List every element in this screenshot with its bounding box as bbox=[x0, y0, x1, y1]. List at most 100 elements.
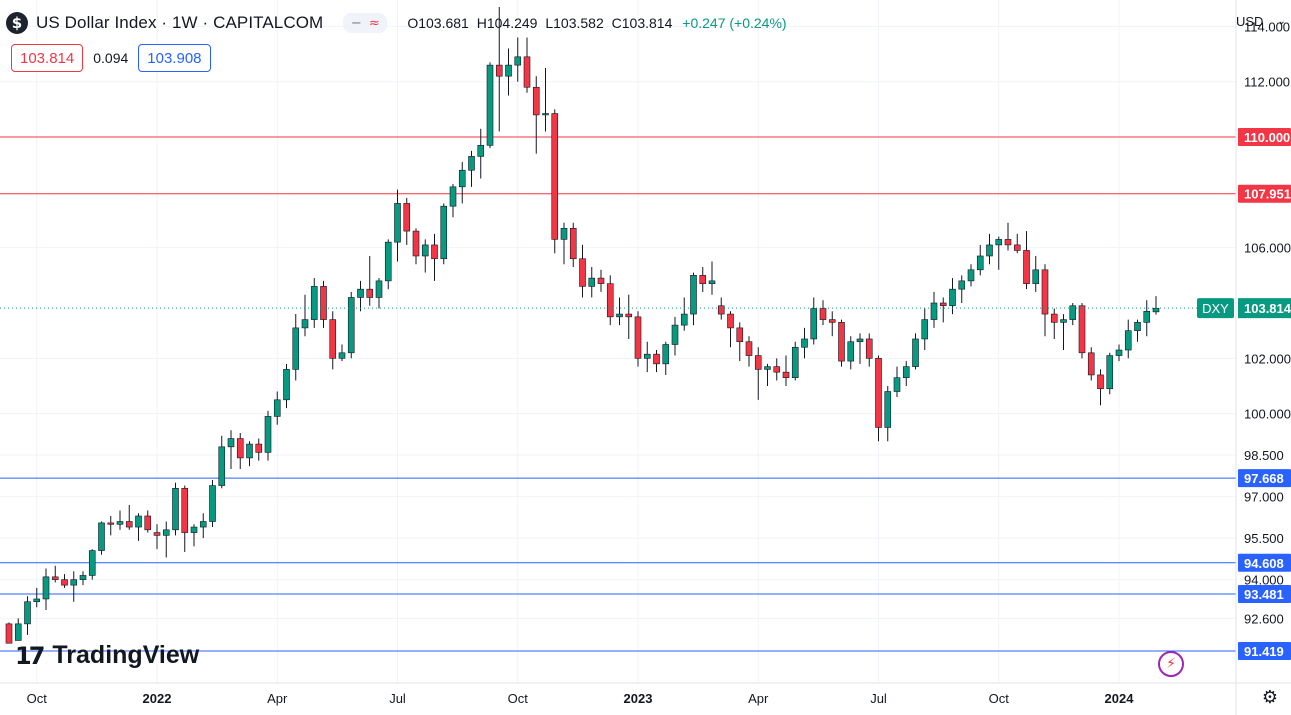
candle-body[interactable] bbox=[986, 244, 993, 257]
candle-body[interactable] bbox=[144, 515, 152, 531]
candle-body[interactable] bbox=[625, 313, 633, 318]
candle-body[interactable] bbox=[819, 308, 827, 320]
candle-body[interactable] bbox=[671, 324, 679, 345]
candle-body[interactable] bbox=[958, 280, 966, 290]
candle-body[interactable] bbox=[569, 228, 577, 260]
candle-body[interactable] bbox=[727, 313, 734, 329]
dollar-symbol-icon[interactable]: $ bbox=[6, 12, 28, 34]
candle-body[interactable] bbox=[597, 277, 605, 284]
candle-body[interactable] bbox=[505, 64, 512, 77]
candle-body[interactable] bbox=[468, 156, 475, 171]
candle-body[interactable] bbox=[699, 275, 707, 284]
horizontal-levels[interactable] bbox=[0, 136, 1236, 652]
candle-body[interactable] bbox=[199, 521, 207, 528]
candle-body[interactable] bbox=[33, 598, 41, 603]
tradingview-logo[interactable]: 17 TradingView bbox=[15, 641, 199, 670]
candle-body[interactable] bbox=[98, 522, 105, 551]
candle-body[interactable] bbox=[310, 286, 318, 320]
candle-body[interactable] bbox=[939, 302, 947, 307]
candle-body[interactable] bbox=[764, 366, 771, 370]
candle-body[interactable] bbox=[949, 288, 956, 307]
candle-body[interactable] bbox=[1041, 269, 1049, 315]
candle-body[interactable] bbox=[236, 438, 244, 459]
candle-body[interactable] bbox=[172, 488, 179, 531]
candle-body[interactable] bbox=[477, 145, 485, 157]
candle-body[interactable] bbox=[717, 305, 725, 315]
candle-body[interactable] bbox=[643, 353, 651, 359]
candle-body[interactable] bbox=[1004, 239, 1012, 246]
candle-body[interactable] bbox=[801, 338, 808, 348]
candle-body[interactable] bbox=[708, 280, 716, 284]
candle-body[interactable] bbox=[579, 258, 586, 287]
candle-body[interactable] bbox=[51, 576, 59, 580]
candle-body[interactable] bbox=[1106, 355, 1114, 390]
candle-body[interactable] bbox=[292, 327, 300, 370]
candle-body[interactable] bbox=[24, 601, 31, 625]
candle-body[interactable] bbox=[1134, 322, 1141, 331]
candle-body[interactable] bbox=[421, 244, 429, 257]
buy-price-button[interactable]: 103.908 bbox=[138, 44, 211, 72]
candle-body[interactable] bbox=[486, 64, 494, 146]
candle-body[interactable] bbox=[1115, 349, 1123, 356]
header-toggle-pill[interactable]: − ≈ bbox=[343, 13, 388, 33]
candle-body[interactable] bbox=[88, 550, 96, 576]
candle-body[interactable] bbox=[995, 239, 1003, 246]
candle-body[interactable] bbox=[347, 297, 355, 354]
candle-body[interactable] bbox=[1078, 305, 1086, 354]
time-scale[interactable]: Oct 2022 Apr Jul Oct 2023 Apr Jul Oct 2024 bbox=[27, 691, 1135, 706]
candle-body[interactable] bbox=[209, 485, 216, 522]
candle-body[interactable] bbox=[856, 338, 864, 343]
candle-body[interactable] bbox=[449, 186, 457, 207]
candle-body[interactable] bbox=[912, 338, 919, 367]
candlestick-series[interactable] bbox=[5, 7, 1160, 644]
candle-body[interactable] bbox=[181, 488, 189, 533]
candle-body[interactable] bbox=[394, 203, 401, 243]
candle-body[interactable] bbox=[338, 352, 346, 359]
sell-price-button[interactable]: 103.814 bbox=[11, 44, 84, 72]
candle-body[interactable] bbox=[329, 319, 337, 359]
candle-body[interactable] bbox=[218, 446, 226, 486]
candle-body[interactable] bbox=[255, 443, 263, 453]
candle-body[interactable] bbox=[14, 623, 22, 641]
gear-icon[interactable]: ⚙ bbox=[1261, 687, 1279, 708]
candle-body[interactable] bbox=[893, 377, 901, 392]
candle-body[interactable] bbox=[412, 230, 420, 257]
candle-body[interactable] bbox=[70, 579, 78, 586]
candle-body[interactable] bbox=[273, 399, 281, 417]
candle-body[interactable] bbox=[1050, 313, 1058, 323]
candle-body[interactable] bbox=[1087, 352, 1095, 376]
candle-body[interactable] bbox=[847, 341, 855, 362]
candle-body[interactable] bbox=[5, 623, 13, 644]
candle-body[interactable] bbox=[246, 443, 253, 459]
candle-body[interactable] bbox=[162, 529, 170, 536]
candle-body[interactable] bbox=[458, 169, 466, 188]
candle-body[interactable] bbox=[921, 319, 929, 340]
candle-body[interactable] bbox=[153, 532, 161, 536]
candle-body[interactable] bbox=[514, 56, 522, 66]
candle-body[interactable] bbox=[653, 353, 660, 365]
candle-body[interactable] bbox=[1097, 374, 1104, 390]
candle-body[interactable] bbox=[495, 64, 503, 77]
candle-body[interactable] bbox=[875, 358, 882, 428]
candle-body[interactable] bbox=[61, 579, 68, 586]
minus-icon[interactable]: − bbox=[350, 15, 362, 31]
candle-body[interactable] bbox=[1013, 244, 1021, 251]
candle-body[interactable] bbox=[560, 228, 568, 240]
candle-body[interactable] bbox=[606, 283, 614, 318]
candle-body[interactable] bbox=[616, 313, 623, 318]
candle-body[interactable] bbox=[662, 344, 670, 365]
candle-body[interactable] bbox=[1023, 250, 1030, 284]
candle-body[interactable] bbox=[227, 438, 235, 448]
candle-body[interactable] bbox=[523, 56, 531, 88]
candle-body[interactable] bbox=[1143, 310, 1151, 323]
candle-body[interactable] bbox=[366, 288, 374, 298]
candle-body[interactable] bbox=[79, 575, 87, 580]
wave-icon[interactable]: ≈ bbox=[368, 15, 380, 31]
candle-body[interactable] bbox=[634, 316, 642, 359]
candle-body[interactable] bbox=[736, 327, 744, 343]
candle-body[interactable] bbox=[551, 113, 559, 240]
candle-body[interactable] bbox=[320, 286, 327, 320]
candle-body[interactable] bbox=[588, 277, 596, 287]
candle-body[interactable] bbox=[283, 369, 290, 401]
